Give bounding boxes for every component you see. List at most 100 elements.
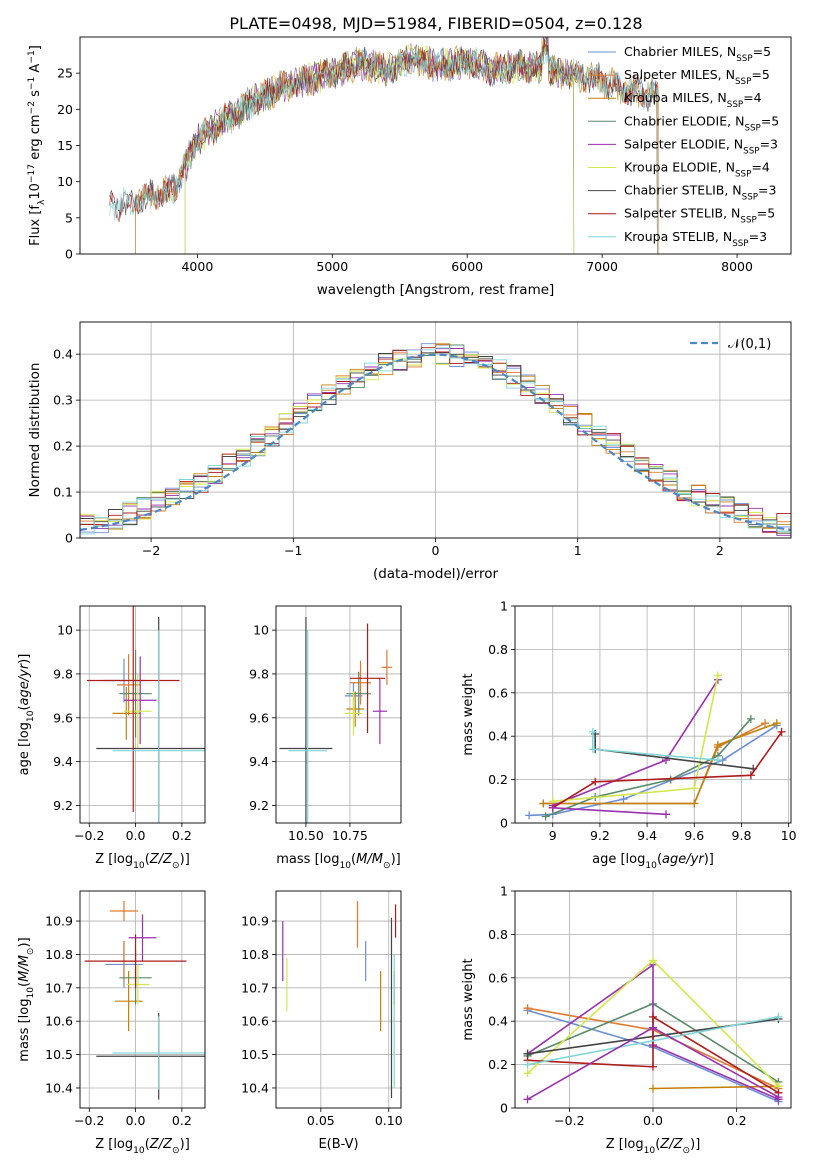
plus-marker [746,771,755,780]
y-tick-label: 1 [500,884,508,899]
y-tick-label: 9.4 [53,754,73,769]
y-tick-label: 0.2 [53,439,73,454]
y-tick-label: 20 [57,102,73,117]
y-axis-label: Flux [fλ10−17 erg cm−2 s−1 A−1] [27,45,47,246]
plus-marker [690,799,699,808]
y-tick-label: 10.8 [241,947,269,962]
plus-marker [649,1062,657,1071]
plus-marker [541,812,550,821]
axes-frame [79,321,792,539]
y-axis-label: mass weight [461,958,476,1040]
x-axis-label: Z [log10(Z/Z⊙)] [606,1137,701,1156]
y-axis-label: Normed distribution [27,363,43,498]
plus-marker [761,719,770,728]
panel-spectrum: 4000 5000 6000 7000 8000 0 5 10 15 20 25 wavelength… [27,36,792,298]
plus-marker [591,777,600,786]
legend-label: Kroupa STELIB, NSSP=3 [624,229,767,249]
axes-frame [275,890,402,1109]
plus-marker [588,745,597,754]
x-tick-label: −1 [284,543,302,558]
plus-marker [523,1060,532,1069]
plus-marker [548,803,557,812]
x-tick-label: 0.2 [172,1113,192,1128]
y-tick-label: 10.7 [45,980,73,995]
axes-frame [275,605,402,824]
x-tick-label: 2 [716,543,724,558]
y-tick-label: 5 [65,210,73,225]
x-axis-label: wavelength [Angstrom, rest frame] [317,282,555,298]
x-axis-label: Z [log10(Z/Z⊙)] [95,852,190,871]
weight-line-salpeter-elodie [552,807,667,816]
panel-weight_vs_Z: −0.2 0.0 0.2 0 0.2 0.4 0.6 0.8 1 Z [log10(Z/Z⊙)] m… [461,884,792,1156]
y-tick-label: 10 [253,623,269,638]
y-tick-label: 0.4 [488,1014,508,1029]
x-tick-label: 0.0 [126,1113,146,1128]
x-tick-label: 8000 [721,259,753,274]
panel-mass_vs_Z: −0.2 0.0 0.2 10.4 10.5 10.6 10.7 10.8 10.9 Z [log… [17,890,206,1156]
x-tick-label: 9 [549,828,557,843]
y-tick-label: 10.4 [45,1080,73,1095]
grid [515,605,791,824]
grid [80,606,205,823]
y-tick-label: 9.2 [53,798,73,813]
x-tick-label: 6000 [451,259,483,274]
x-tick-label: −0.2 [74,828,104,843]
legend-label: Kroupa ELODIE, NSSP=4 [624,160,770,180]
plus-marker [523,1069,532,1078]
weight-line-salpeter-elodie [527,963,779,1101]
legend-label: Salpeter STELIB, NSSP=5 [624,206,775,226]
y-tick-label: 10 [57,174,73,189]
plus-marker [523,1095,532,1104]
weight-line-salpeter-elodie [552,679,719,807]
y-tick-label: 9.4 [249,754,269,769]
plot-area [523,956,783,1106]
y-tick-label: 0.8 [488,927,508,942]
plus-marker [525,811,534,820]
x-tick-label: 10.75 [332,828,368,843]
legend-label: Salpeter MILES, NSSP=5 [624,67,770,87]
plus-marker [713,671,722,680]
legend-label: Chabrier ELODIE, NSSP=5 [624,113,779,133]
plus-marker [523,1004,532,1013]
grid [276,606,401,823]
x-axis-label: age [log10(age/yr)] [592,852,714,871]
x-axis-label: mass [log10(M/M⊙)] [276,852,400,871]
histogram-kroupa-elodie [80,352,791,534]
plus-marker [649,956,657,965]
plot-area [80,343,791,536]
legend-label: 𝒩(0,1) [728,337,771,352]
histogram-chabrier-stelib [80,352,791,534]
normal-reference-curve [80,353,791,531]
legend-label: Chabrier MILES, NSSP=5 [624,44,771,64]
y-tick-label: 10.5 [241,1047,269,1062]
weight-line-chabrier-miles [529,724,778,817]
histogram-kroupa-stelib [80,347,791,535]
y-tick-label: 10.5 [45,1047,73,1062]
y-tick-label: 0 [500,816,508,831]
plus-marker [774,1093,783,1102]
plot-area [282,901,397,1098]
x-tick-label: 0.0 [643,1113,663,1128]
panel-weight_vs_age: 9 9.2 9.4 9.6 9.8 10 0 0.2 0.4 0.6 0.8 1 age [log10(… [461,599,797,872]
y-tick-label: 9.6 [53,710,73,725]
y-tick-label: 10.9 [45,914,73,929]
spectrum-line-kroupa-stelib [109,47,658,254]
x-tick-label: 9.4 [637,828,657,843]
plus-marker [649,1012,657,1021]
y-tick-label: 9.8 [249,666,269,681]
plot-area [525,671,786,821]
y-tick-label: 0 [65,531,73,546]
plus-marker [649,1084,657,1093]
y-tick-label: 0.3 [53,393,73,408]
weight-line-kroupa-elodie [552,675,719,803]
legend: 𝒩(0,1) [690,337,771,352]
x-tick-label: 5000 [316,259,348,274]
plus-marker [649,1023,657,1032]
y-tick-label: 1 [500,599,508,614]
panel-residuals: −2 −1 0 1 2 0 0.1 0.2 0.3 0.4 (data-model)/error No… [27,321,792,582]
x-tick-label: 0.0 [126,828,146,843]
plus-marker [666,775,675,784]
x-tick-label: 0.2 [172,828,192,843]
y-tick-label: 25 [57,66,73,81]
weight-line-kroupa-stelib [527,1016,779,1066]
